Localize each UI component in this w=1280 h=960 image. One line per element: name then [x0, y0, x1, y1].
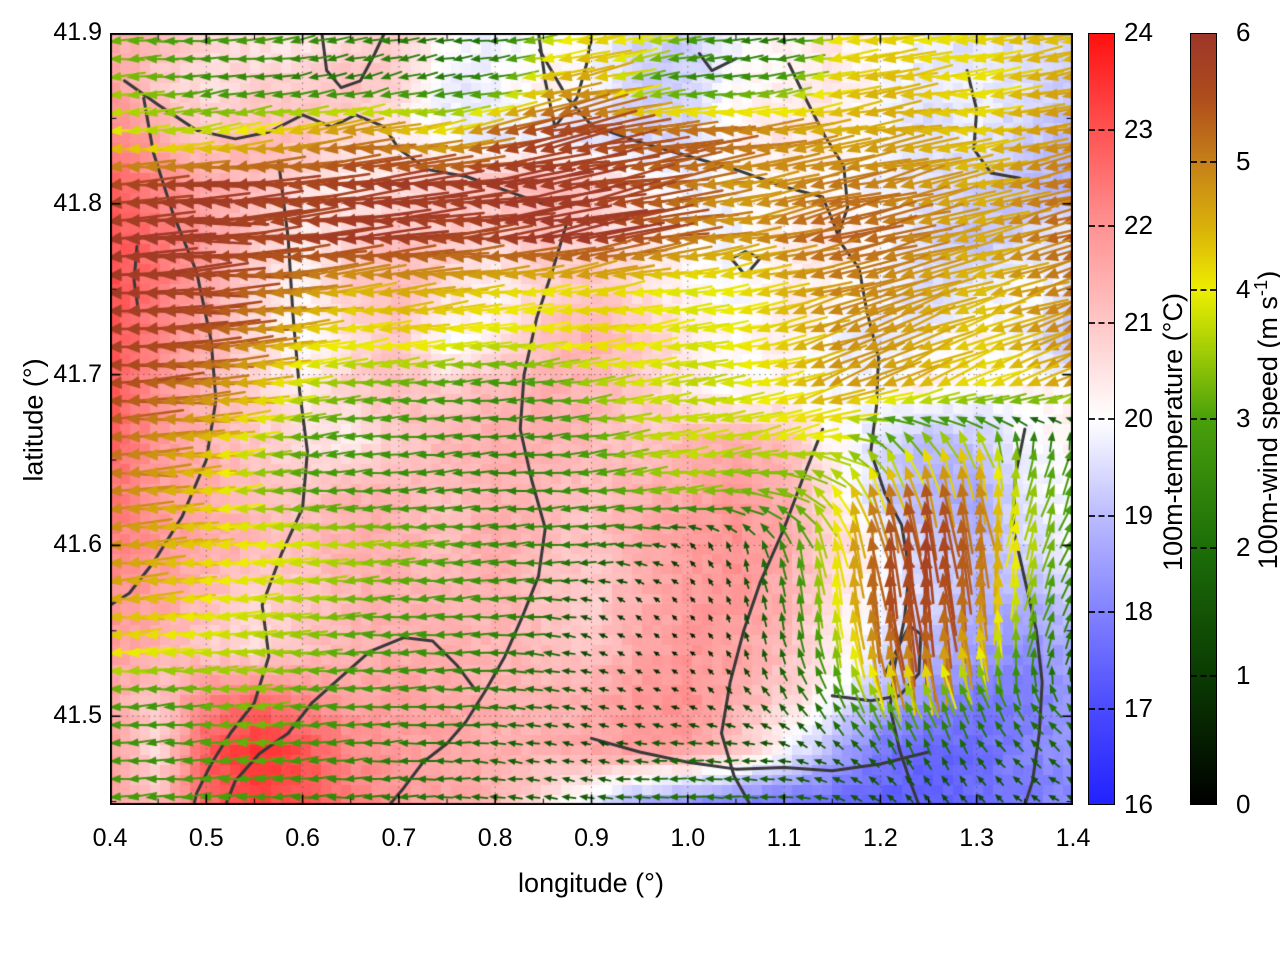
- x-tick-label: 1.2: [863, 824, 898, 852]
- colorbar-tick-label: 4: [1236, 274, 1251, 305]
- x-tick-label: 0.4: [92, 824, 128, 852]
- x-tick-label: 1.1: [766, 824, 802, 852]
- colorbar-tick-dash: [1089, 707, 1114, 710]
- colorbar-tick-dash: [1089, 321, 1114, 324]
- colorbar-tick-label: 18: [1124, 596, 1153, 626]
- x-tick-label: 1.3: [959, 824, 995, 852]
- colorbar-tick-label: 2: [1236, 531, 1251, 562]
- x-axis-label: longitude (°): [518, 868, 664, 898]
- wind-speed-colorbar-title-text: 100m-wind speed (m s: [1253, 296, 1280, 570]
- colorbar-tick-dash: [1089, 225, 1114, 227]
- colorbar-tick-label: 21: [1124, 306, 1153, 337]
- temperature-colorbar-title-text: 100m-temperature (°C): [1158, 293, 1188, 571]
- colorbar-tick-label: 19: [1124, 499, 1153, 530]
- colorbar-tick-label: 1: [1236, 660, 1251, 691]
- y-tick-label: 41.5: [53, 701, 102, 730]
- map-plot-canvas: [110, 33, 1073, 805]
- y-tick-label: 41.6: [53, 530, 102, 559]
- colorbar-tick-label: 16: [1124, 789, 1153, 819]
- colorbar-tick-label: 6: [1236, 17, 1251, 47]
- colorbar-tick-label: 0: [1236, 789, 1251, 819]
- colorbar-tick-dash: [1191, 546, 1216, 549]
- temperature-colorbar-title: 100m-temperature (°C): [1155, 293, 1189, 571]
- colorbar-tick-label: 5: [1236, 145, 1251, 176]
- colorbar-tick-label: 22: [1124, 210, 1153, 240]
- x-tick-label: 1.0: [670, 824, 706, 852]
- x-tick-label: 1.4: [1055, 824, 1091, 852]
- x-tick-label: 0.6: [285, 824, 320, 852]
- wind-speed-colorbar-title-sup: -1: [1250, 279, 1271, 297]
- wind-speed-colorbar-title-tail: ): [1253, 270, 1280, 280]
- x-tick-label: 0.9: [574, 824, 609, 852]
- wind-speed-colorbar-title: 100m-wind speed (m s-1): [1250, 271, 1280, 569]
- colorbar-tick-dash: [1089, 611, 1114, 613]
- colorbar-tick-dash: [1089, 514, 1114, 517]
- y-tick-label: 41.9: [53, 18, 102, 46]
- colorbar-tick-label: 20: [1124, 403, 1153, 433]
- y-tick-label: 41.7: [53, 359, 102, 388]
- x-tick-label: 0.5: [188, 824, 224, 852]
- colorbar-tick-dash: [1089, 418, 1114, 420]
- colorbar-tick-label: 23: [1124, 113, 1153, 144]
- x-tick-label: 0.8: [477, 824, 513, 852]
- colorbar-tick-label: 17: [1124, 692, 1153, 723]
- colorbar-tick-dash: [1191, 675, 1216, 678]
- colorbar-tick-label: 24: [1124, 17, 1153, 47]
- colorbar-tick-dash: [1191, 289, 1216, 292]
- colorbar-tick-dash: [1191, 160, 1216, 163]
- x-tick-label: 0.7: [381, 824, 417, 852]
- colorbar-tick-dash: [1089, 128, 1114, 131]
- colorbar-tick-label: 3: [1236, 403, 1251, 433]
- colorbar-tick-dash: [1191, 418, 1216, 420]
- y-tick-label: 41.8: [53, 188, 102, 217]
